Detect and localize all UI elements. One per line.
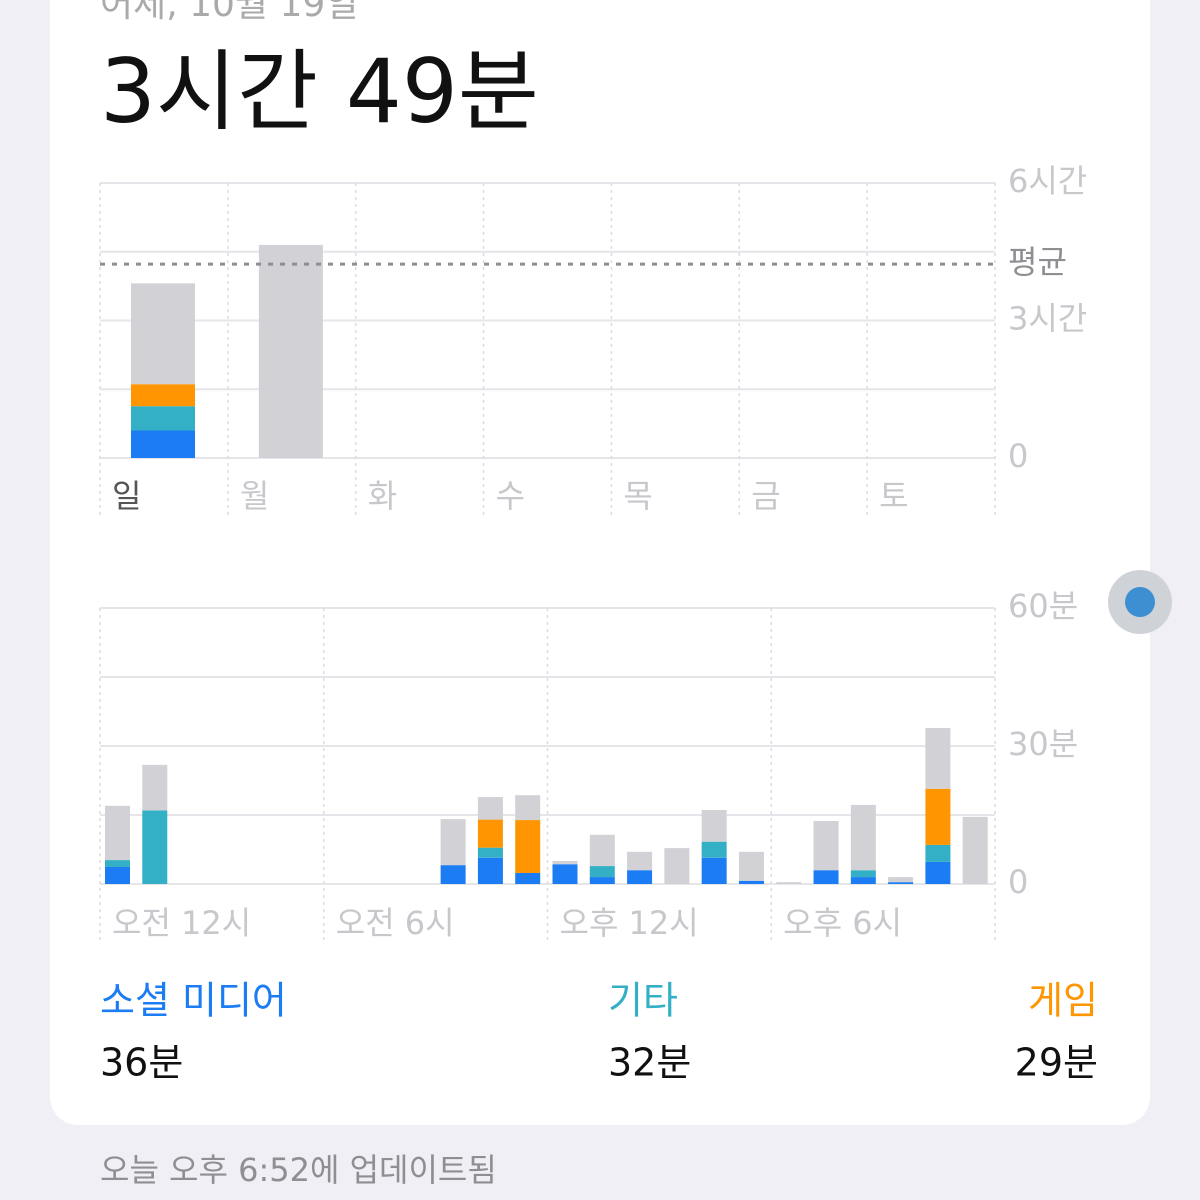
x-tick-label: 월	[240, 477, 269, 515]
x-tick-label: 오후 12시	[560, 904, 699, 942]
total-time: 3시간 49분	[100, 40, 539, 143]
x-tick-label: 토	[879, 477, 908, 515]
bar-segment	[850, 804, 876, 871]
bar-segment	[258, 244, 323, 458]
update-note: 오늘 오후 6:52에 업데이트됨	[100, 1151, 497, 1189]
bar-segment	[738, 880, 764, 884]
bar-segment	[142, 764, 168, 811]
x-tick-label: 목	[623, 477, 652, 515]
x-tick-label: 오후 6시	[783, 904, 902, 942]
bar-segment	[515, 820, 541, 873]
x-tick-label: 수	[496, 477, 525, 515]
x-tick-label: 화	[368, 477, 397, 515]
x-tick-label: 오전 12시	[112, 904, 251, 942]
y-tick-label: 0	[1008, 437, 1028, 475]
bar-segment	[627, 851, 653, 871]
bar-segment	[850, 870, 876, 878]
x-tick-label: 오전 6시	[336, 904, 455, 942]
bar-segment	[925, 861, 951, 884]
bar-segment	[962, 816, 988, 884]
bar-segment	[925, 788, 951, 845]
legend: 소셜 미디어 기타 게임 36분 32분 29분	[100, 979, 1098, 1085]
bar-segment	[627, 870, 653, 884]
legend-name: 게임	[1028, 979, 1098, 1023]
bar-segment	[776, 882, 802, 884]
bar-segment	[477, 819, 503, 848]
y-tick-label: 0	[1008, 863, 1028, 901]
bar-segment	[131, 384, 195, 407]
bar-segment	[701, 809, 727, 842]
bar-segment	[738, 851, 764, 881]
average-label: 평균	[1008, 243, 1067, 281]
bar-segment	[142, 810, 168, 884]
bar-segment	[664, 848, 690, 884]
bar-segment	[515, 872, 541, 884]
bar-segment	[477, 857, 503, 884]
category-total: 36분	[100, 1041, 183, 1085]
y-tick-label: 30분	[1008, 725, 1078, 763]
bar-segment	[925, 844, 951, 862]
category-total: 29분	[1015, 1041, 1098, 1085]
bar-segment	[477, 847, 503, 858]
bar-segment	[813, 820, 839, 871]
bar-segment	[440, 819, 466, 866]
bar-segment	[105, 805, 130, 861]
bar-segment	[589, 866, 615, 878]
x-tick-label: 일	[112, 477, 141, 515]
bar-segment	[552, 861, 578, 865]
bar-segment	[131, 283, 195, 385]
y-tick-label: 60분	[1008, 587, 1078, 625]
bar-segment	[477, 797, 503, 820]
y-tick-label: 6시간	[1008, 162, 1087, 200]
legend-name: 소셜 미디어	[100, 979, 287, 1023]
bar-segment	[850, 877, 876, 884]
bar-segment	[131, 430, 195, 458]
scroll-dot	[1125, 587, 1155, 617]
card	[50, 0, 1150, 1125]
bar-segment	[701, 841, 727, 858]
bar-segment	[589, 877, 615, 884]
bar-segment	[515, 795, 541, 821]
bar-segment	[701, 857, 727, 884]
legend-name: 기타	[608, 979, 678, 1023]
date: 어제, 10월 19일	[100, 0, 358, 25]
category-total: 32분	[608, 1041, 691, 1085]
y-tick-label: 3시간	[1008, 300, 1087, 338]
bar-segment	[440, 865, 466, 884]
bar-segment	[105, 860, 130, 867]
bar-segment	[552, 864, 578, 884]
bar-segment	[131, 406, 195, 431]
bar-segment	[813, 870, 839, 884]
bar-segment	[888, 882, 914, 884]
bar-segment	[589, 834, 615, 867]
bar-segment	[888, 877, 914, 883]
x-tick-label: 금	[751, 477, 780, 515]
bar-segment	[105, 866, 130, 884]
bar-segment	[925, 728, 951, 789]
